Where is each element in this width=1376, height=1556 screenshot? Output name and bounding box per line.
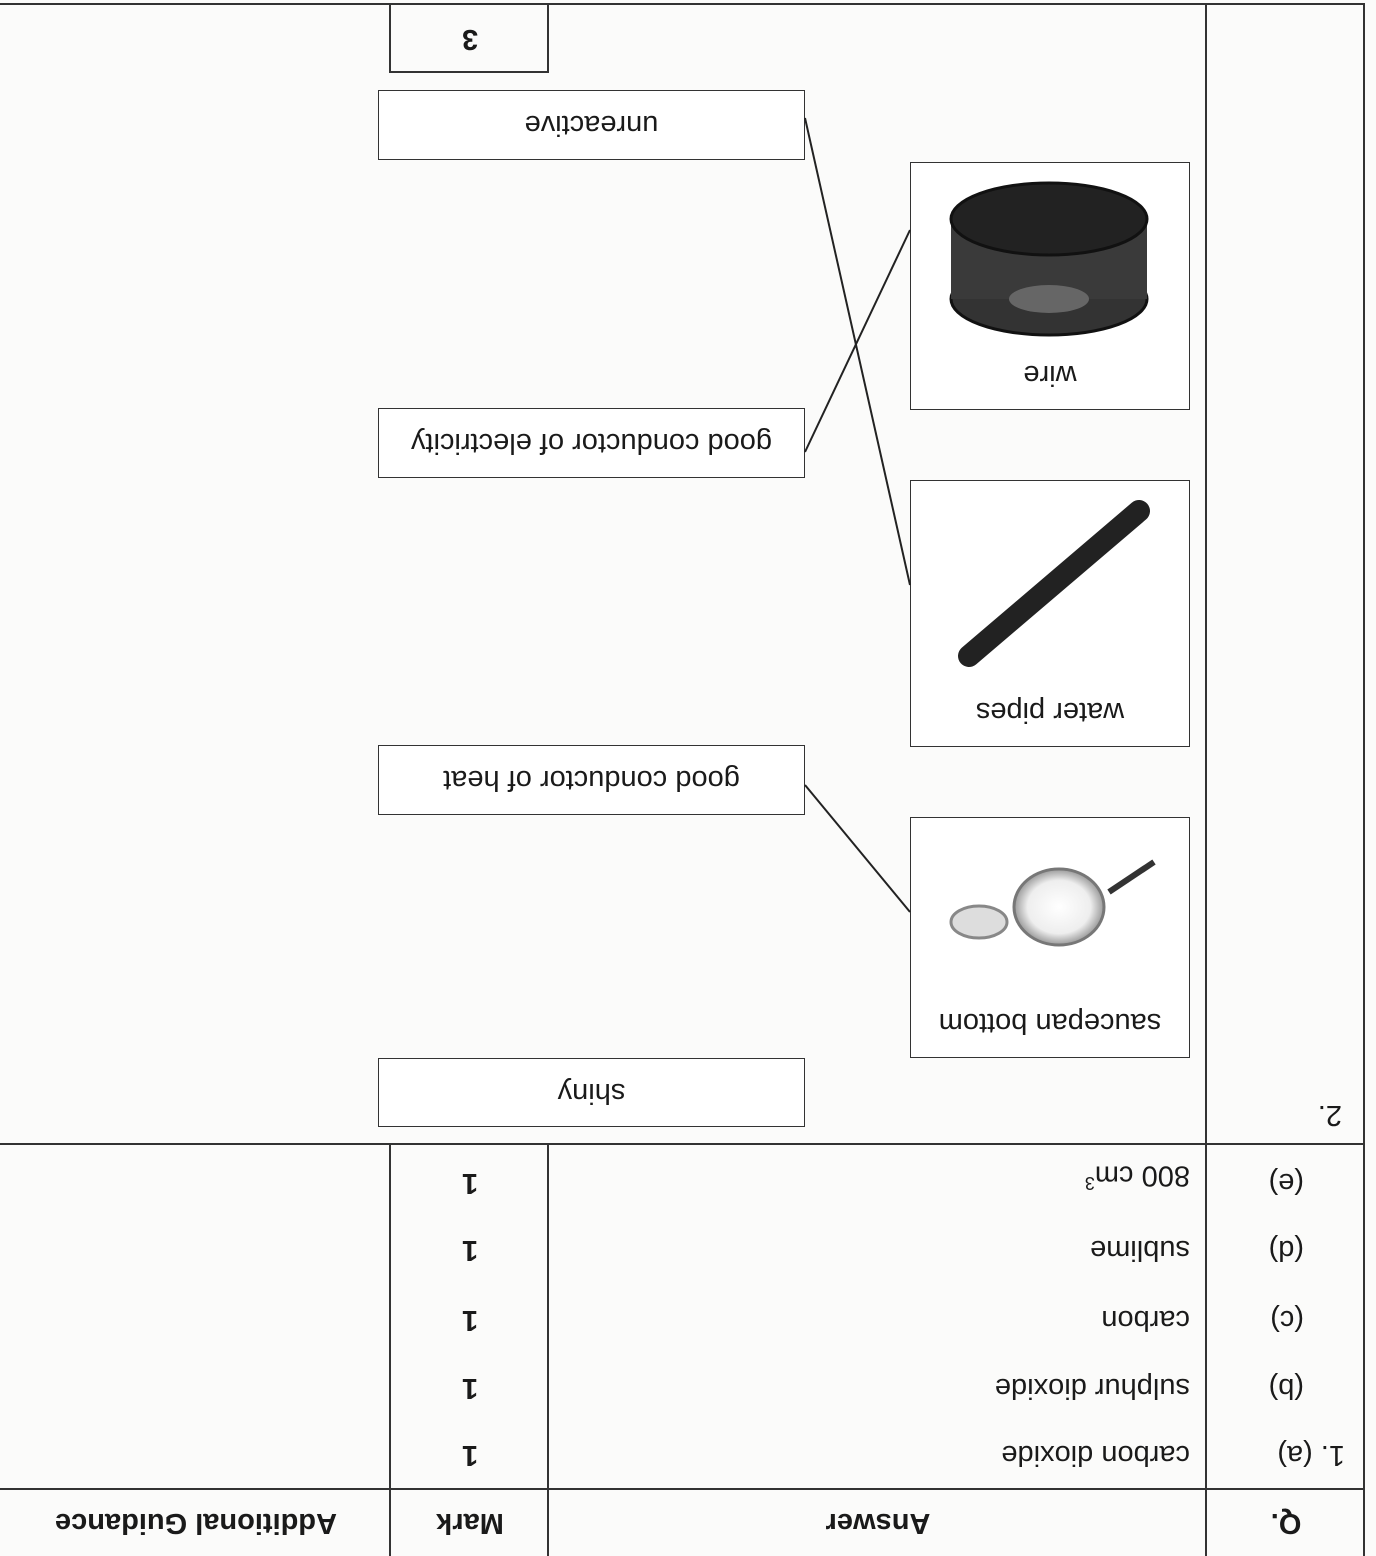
mark: 3 xyxy=(461,23,479,55)
image-card: wire xyxy=(910,162,1190,410)
match-line xyxy=(804,784,911,913)
match-line xyxy=(804,229,911,453)
water-pipe-image xyxy=(958,500,1150,667)
match-line xyxy=(804,117,911,586)
image-card: water pipes xyxy=(910,480,1190,747)
image-card: saucepan bottom xyxy=(910,817,1190,1058)
wire-spool-image xyxy=(949,181,1149,337)
saucepan-image xyxy=(949,859,1156,947)
